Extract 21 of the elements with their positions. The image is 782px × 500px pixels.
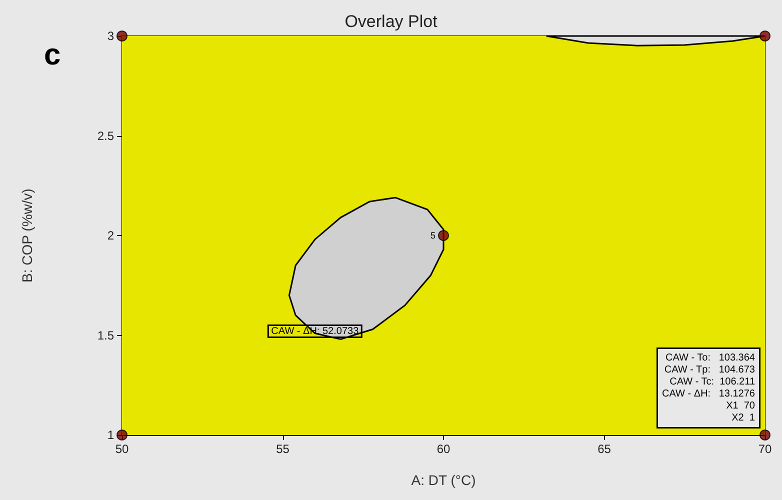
x-axis-title: A: DT (°C) [411,472,476,488]
chart-title: Overlay Plot [344,12,438,31]
y-tick-label: 2.5 [97,128,114,143]
annotation: CAW - To: 103.364 CAW - Tp: 104.673 CAW - Tc: 106.211 CAW - ΔH: 13.1276 X1 70 X2 1 [662,352,756,424]
y-tick-label: 2 [107,228,114,242]
text: c [44,38,61,72]
point [116,30,128,42]
y-axis-title: B: COP (%w/v) [19,188,35,282]
x-tick-label: 70 [758,442,772,456]
point [760,30,770,42]
y-tick-label: 1 [107,428,114,442]
x-tick-label: 60 [436,442,450,456]
y-tick-label: 3 [107,29,114,43]
x-tick-label: 65 [598,442,612,456]
y-tick-label: 1.5 [97,328,114,342]
point [116,430,128,440]
point [760,430,770,440]
x-tick-label: 50 [115,442,129,456]
annotation: 5 [430,230,436,240]
point [438,230,449,241]
x-tick-label: 55 [276,442,290,456]
